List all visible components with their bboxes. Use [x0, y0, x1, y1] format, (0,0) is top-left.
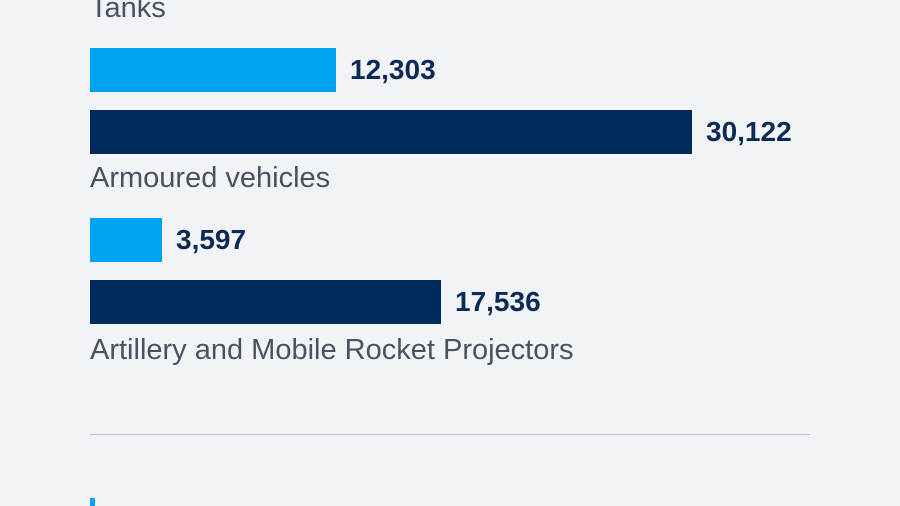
bar-tanks-series-2 — [90, 110, 692, 154]
bar-armoured-vehicles-series-1 — [90, 218, 162, 262]
category-label-tanks: Tanks — [90, 0, 166, 24]
value-label-tanks-series-2: 30,122 — [706, 116, 792, 147]
category-label-artillery-and-mobile-rocket-projectors: Artillery and Mobile Rocket Projectors — [90, 334, 574, 366]
value-label-armoured-vehicles-series-1: 3,597 — [176, 224, 247, 255]
bar-tanks-series-1 — [90, 48, 336, 92]
bar-armoured-vehicles-series-2 — [90, 280, 441, 324]
divider — [90, 434, 810, 435]
category-label-armoured-vehicles: Armoured vehicles — [90, 162, 331, 194]
value-label-tanks-series-1: 12,303 — [350, 54, 436, 85]
accent-mark — [90, 498, 95, 506]
value-label-armoured-vehicles-series-2: 17,536 — [455, 286, 541, 317]
